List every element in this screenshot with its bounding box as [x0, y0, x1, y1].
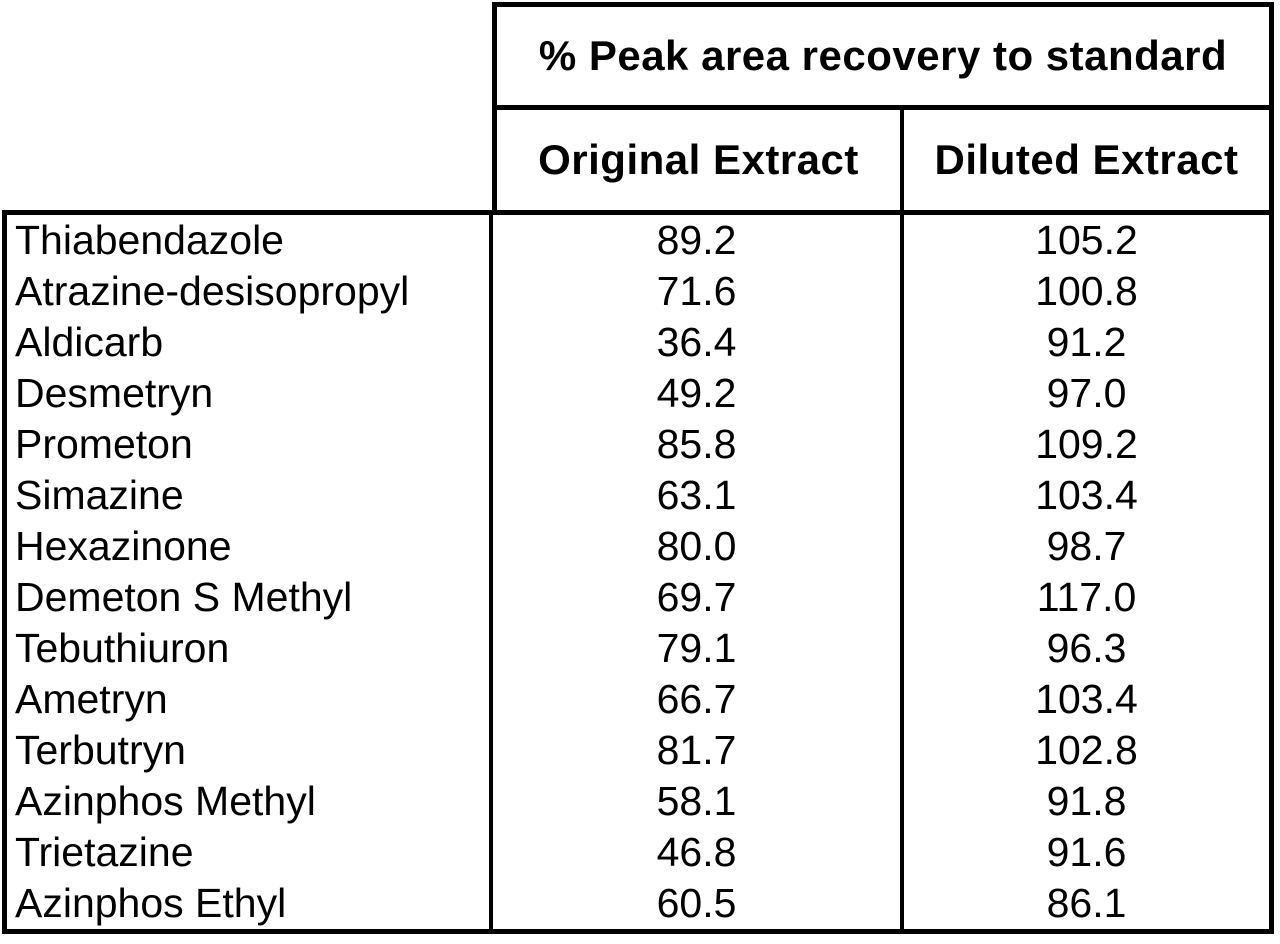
compound-name: Aldicarb — [7, 317, 493, 368]
table-row: Hexazinone 80.0 98.7 — [7, 521, 1269, 572]
original-extract-value: 63.1 — [493, 470, 904, 521]
column-header-row: Original Extract Diluted Extract — [497, 110, 1269, 210]
column-header-original-extract: Original Extract — [497, 110, 904, 210]
compound-name: Simazine — [7, 470, 493, 521]
table-row: Thiabendazole 89.2 105.2 — [7, 215, 1269, 266]
diluted-extract-value: 103.4 — [1035, 472, 1138, 518]
table-row: Atrazine-desisopropyl 71.6 100.8 — [7, 266, 1269, 317]
table-body: Thiabendazole 89.2 105.2 Atrazine-desisopro… — [2, 210, 1274, 934]
compound-name: Thiabendazole — [7, 215, 493, 266]
diluted-extract-value: 102.8 — [1035, 727, 1138, 773]
diluted-extract-value: 117.0 — [1036, 574, 1137, 620]
diluted-extract-value: 91.6 — [1046, 829, 1127, 875]
compound-name: Azinphos Ethyl — [7, 878, 493, 929]
compound-name: Terbutryn — [7, 725, 493, 776]
diluted-extract-value: 96.3 — [1046, 625, 1127, 671]
table-row: Simazine 63.1 103.4 — [7, 470, 1269, 521]
compound-name: Demeton S Methyl — [7, 572, 493, 623]
original-extract-value: 80.0 — [493, 521, 904, 572]
table-row: Demeton S Methyl 69.7 117.0 — [7, 572, 1269, 623]
original-extract-value: 58.1 — [493, 776, 904, 827]
compound-name: Prometon — [7, 419, 493, 470]
diluted-extract-value: 97.0 — [1046, 370, 1127, 416]
compound-name: Trietazine — [7, 827, 493, 878]
table-row: Desmetryn 49.2 97.0 — [7, 368, 1269, 419]
original-extract-value: 81.7 — [493, 725, 904, 776]
original-extract-value: 85.8 — [493, 419, 904, 470]
table-row: Terbutryn 81.7 102.8 — [7, 725, 1269, 776]
compound-name: Tebuthiuron — [7, 623, 493, 674]
diluted-extract-value: 91.8 — [1046, 778, 1127, 824]
diluted-extract-value: 103.4 — [1035, 676, 1138, 722]
diluted-extract-value: 105.2 — [1035, 217, 1138, 263]
compound-name: Hexazinone — [7, 521, 493, 572]
compound-name: Desmetryn — [7, 368, 493, 419]
original-extract-value: 69.7 — [493, 572, 904, 623]
table-row: Aldicarb 36.4 91.2 — [7, 317, 1269, 368]
table-title: % Peak area recovery to standard — [497, 7, 1269, 110]
diluted-extract-value: 109.2 — [1035, 421, 1138, 467]
original-extract-value: 71.6 — [493, 266, 904, 317]
original-extract-value: 79.1 — [493, 623, 904, 674]
compound-name: Ametryn — [7, 674, 493, 725]
table-row: Trietazine 46.8 91.6 — [7, 827, 1269, 878]
diluted-extract-value: 98.7 — [1046, 523, 1127, 569]
table-row: Ametryn 66.7 103.4 — [7, 674, 1269, 725]
original-extract-value: 46.8 — [493, 827, 904, 878]
diluted-extract-value: 91.2 — [1046, 319, 1127, 365]
table-header: % Peak area recovery to standard Origina… — [492, 2, 1274, 210]
original-extract-value: 60.5 — [493, 878, 904, 929]
table-row: Azinphos Ethyl 60.5 86.1 — [7, 878, 1269, 929]
original-extract-value: 89.2 — [493, 215, 904, 266]
diluted-extract-value: 86.1 — [1046, 880, 1127, 926]
diluted-extract-value: 100.8 — [1035, 268, 1138, 314]
table-row: Prometon 85.8 109.2 — [7, 419, 1269, 470]
compound-name: Azinphos Methyl — [7, 776, 493, 827]
original-extract-value: 66.7 — [493, 674, 904, 725]
column-header-diluted-extract: Diluted Extract — [934, 136, 1239, 183]
table-row: Azinphos Methyl 58.1 91.8 — [7, 776, 1269, 827]
table-row: Tebuthiuron 79.1 96.3 — [7, 623, 1269, 674]
compound-name: Atrazine-desisopropyl — [7, 266, 493, 317]
original-extract-value: 49.2 — [493, 368, 904, 419]
original-extract-value: 36.4 — [493, 317, 904, 368]
